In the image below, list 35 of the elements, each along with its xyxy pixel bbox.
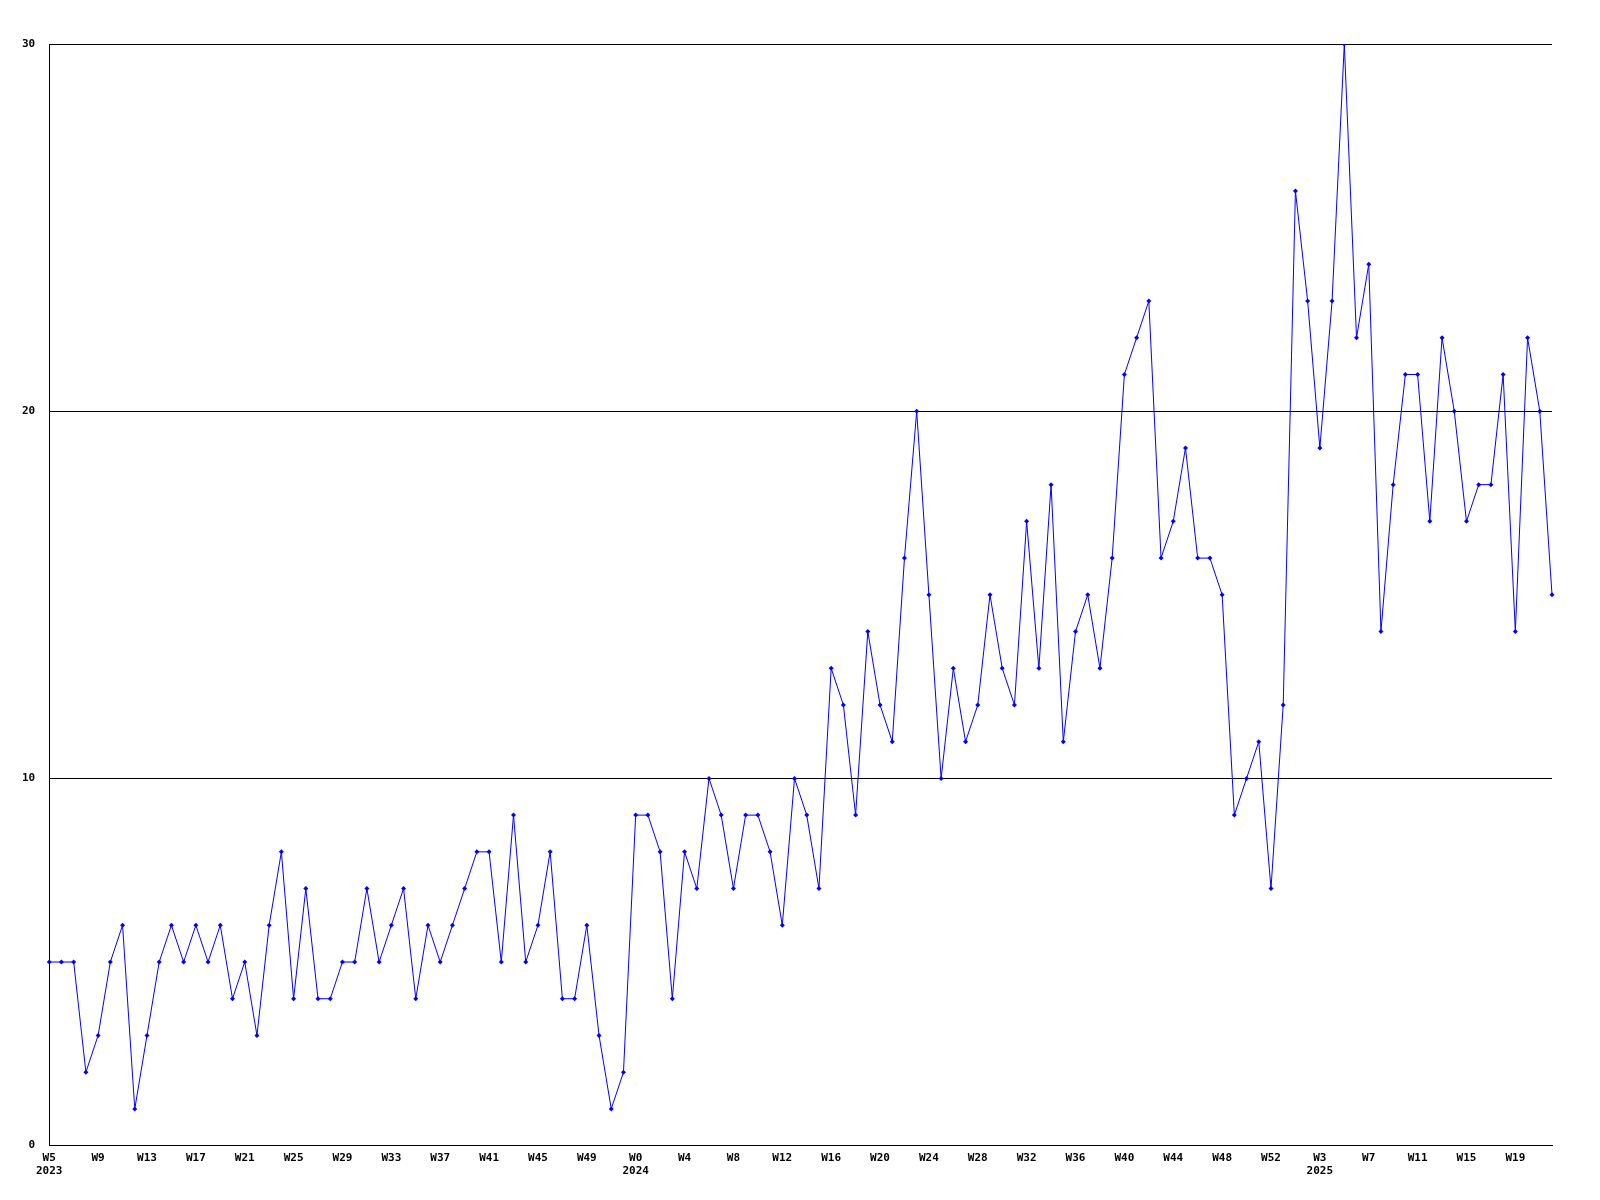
x-tick-label: W52 — [1261, 1151, 1281, 1165]
x-tick-label: W9 — [91, 1151, 105, 1165]
x-tick-label: W19 — [1505, 1151, 1526, 1165]
y-tick-label: 0 — [28, 1138, 36, 1152]
x-tick-label: W5 2023 — [36, 1151, 63, 1178]
x-tick-label: W11 — [1407, 1151, 1428, 1165]
x-tick-label: W37 — [430, 1151, 451, 1165]
x-tick-label: W21 — [234, 1151, 256, 1165]
x-tick-label: W15 — [1456, 1151, 1477, 1165]
x-tick-label: W0 2024 — [622, 1151, 650, 1178]
x-tick-label: W7 — [1362, 1151, 1376, 1165]
x-tick-label: W29 — [332, 1151, 353, 1165]
y-tick-label: 20 — [22, 404, 36, 418]
x-tick-label: W3 2025 — [1306, 1151, 1334, 1178]
x-tick-label: W20 — [870, 1151, 890, 1165]
x-tick-label: W45 — [528, 1151, 548, 1165]
x-tick-label: W36 — [1065, 1151, 1086, 1165]
x-tick-label: W28 — [967, 1151, 988, 1165]
x-tick-label: W17 — [185, 1151, 206, 1165]
x-tick-label: W4 — [677, 1151, 692, 1165]
x-tick-label: W49 — [576, 1151, 597, 1165]
x-tick-label: W25 — [283, 1151, 304, 1165]
x-tick-label: W48 — [1212, 1151, 1233, 1165]
x-tick-label: W40 — [1114, 1151, 1135, 1165]
x-tick-label: W13 — [137, 1151, 157, 1165]
y-tick-label: 30 — [22, 36, 36, 50]
x-tick-label: W16 — [821, 1151, 842, 1165]
x-tick-label: W24 — [918, 1151, 940, 1165]
x-tick-label: W44 — [1163, 1151, 1184, 1165]
x-tick-label: W33 — [381, 1151, 402, 1165]
x-tick-label: W41 — [479, 1151, 500, 1165]
y-tick-label: 10 — [22, 771, 36, 785]
x-tick-label: W32 — [1016, 1151, 1037, 1165]
x-tick-label: W12 — [772, 1151, 793, 1165]
x-tick-label: W8 — [726, 1151, 741, 1165]
